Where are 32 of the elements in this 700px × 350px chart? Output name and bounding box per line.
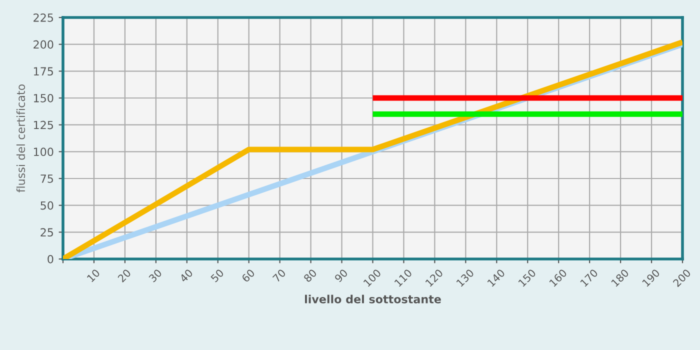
x-tick-label: 80 — [303, 268, 318, 283]
y-tick-label: 75 — [40, 174, 53, 183]
y-tick-label: 175 — [34, 67, 53, 76]
y-tick-label: 50 — [40, 201, 54, 210]
x-tick-label: 100 — [363, 268, 382, 287]
x-tick-label: 160 — [548, 268, 568, 287]
x-axis-title: livello del sottostante — [305, 294, 441, 304]
y-tick-label: 150 — [34, 94, 54, 102]
x-tick-label: 10 — [86, 268, 100, 282]
x-tick-label: 70 — [272, 268, 286, 282]
x-tick-label: 150 — [518, 268, 536, 287]
x-tick-label: 180 — [610, 268, 630, 287]
x-tick-label: 30 — [148, 268, 162, 283]
x-tick-label: 110 — [394, 268, 412, 287]
x-tick-label: 200 — [672, 268, 692, 288]
y-axis-title: flussi del certificato — [16, 84, 26, 192]
x-tick-label: 120 — [425, 268, 444, 287]
y-tick-label: 200 — [34, 40, 54, 49]
x-tick-label: 140 — [486, 268, 506, 287]
x-tick-label: 40 — [179, 268, 194, 283]
y-tick-label: 25 — [40, 228, 53, 237]
x-tick-label: 60 — [241, 268, 256, 283]
y-tick-label: 100 — [34, 148, 54, 156]
y-tick-label: 0 — [48, 254, 54, 264]
x-tick-label: 90 — [334, 268, 348, 283]
x-tick-label: 50 — [210, 268, 224, 283]
x-tick-label: 20 — [117, 268, 132, 283]
x-tick-label: 170 — [580, 268, 598, 287]
y-tick-label: 125 — [34, 120, 53, 130]
y-tick-label: 225 — [34, 13, 53, 22]
x-tick-label: 130 — [456, 268, 474, 287]
x-tick-label: 190 — [642, 268, 660, 287]
